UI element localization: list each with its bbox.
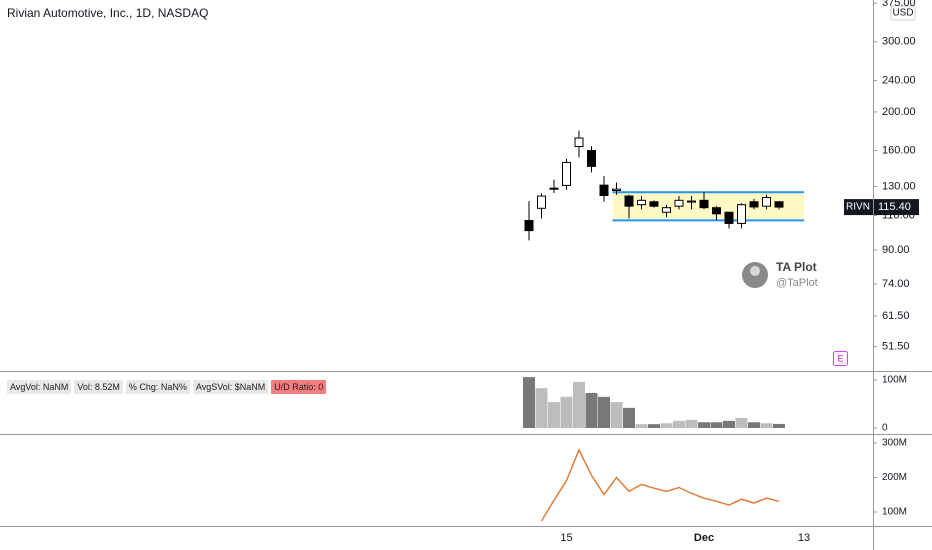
volume-bar [685, 419, 698, 429]
info-label: U/D Ratio: 0 [271, 380, 327, 394]
y-tick-label: 90.00 [882, 244, 910, 256]
y-tick-label: 51.50 [882, 341, 910, 353]
volume-bar [560, 396, 573, 429]
y-tick-label: 61.50 [882, 310, 910, 322]
x-tick-label: 13 [798, 532, 810, 544]
volume-bar [535, 388, 548, 429]
event-icon-label[interactable]: E [837, 353, 843, 363]
volume-bar [523, 377, 535, 429]
y-tick-label: 100M [882, 507, 907, 518]
volume-bar [760, 423, 773, 429]
watermark-name: TA Plot [776, 260, 817, 274]
volume-bar [698, 422, 710, 429]
y-tick-label: 240.00 [882, 74, 916, 86]
y-tick-label: 160.00 [882, 144, 916, 156]
x-tick-label: 15 [560, 532, 572, 544]
volume-bar [585, 392, 598, 429]
volume-bar [748, 422, 760, 429]
candle-body [612, 188, 621, 192]
last-price-symbol: RIVN [846, 202, 870, 213]
currency: USD [892, 8, 913, 19]
candle-body [587, 150, 596, 167]
candle-body [574, 137, 584, 147]
last-price-label: 115.40 [878, 201, 911, 213]
candle-body [562, 161, 571, 186]
volume-bar [723, 420, 735, 429]
candle-body [662, 207, 671, 213]
watermark-handle: @TaPlot [776, 277, 818, 289]
y-tick-label: 200M [882, 472, 907, 483]
candle-body [737, 204, 746, 224]
volume-bar [548, 402, 560, 429]
y-tick-label: 300M [882, 438, 907, 449]
line [540, 448, 780, 522]
candle-body [549, 187, 559, 190]
y-tick-label: 300.00 [882, 36, 916, 48]
y-tick-label: 74.00 [882, 278, 910, 290]
candle-body [749, 201, 759, 208]
x-tick-label: Dec [694, 532, 714, 544]
candle-body [712, 207, 721, 215]
candle-body [687, 200, 696, 203]
volume-bar [735, 417, 748, 429]
volume-bar [610, 402, 623, 429]
volume-bar [623, 407, 635, 429]
volume-bar [635, 424, 648, 429]
candle-body [599, 184, 609, 196]
info-label: AvgSVol: $NaNM [192, 380, 269, 394]
candle-body [537, 195, 546, 209]
candle-body [637, 199, 646, 206]
volume-bar [573, 381, 585, 429]
candle-body [649, 201, 659, 207]
candle-body [762, 196, 771, 207]
candle-body [699, 199, 709, 209]
y-tick-label: 130.00 [882, 180, 916, 192]
avatar [750, 266, 760, 276]
info-labels: AvgVol: NaNM Vol: 8.52M% Chg: NaN% AvgSVol… [7, 380, 327, 394]
volume-bar [660, 423, 673, 429]
last-price-box [874, 199, 919, 216]
event-icon[interactable] [833, 351, 848, 366]
candle-body [774, 201, 784, 208]
y-tick-label: 0 [882, 423, 888, 434]
last-price-symbol-box [844, 199, 873, 216]
volume-bar [710, 422, 723, 429]
candle-body [724, 211, 734, 224]
y-tick-label: 200.00 [882, 106, 916, 118]
currency-box [890, 5, 916, 21]
info-label: % Chg: NaN% [125, 380, 190, 394]
volume-bar [648, 424, 660, 429]
candle-body [674, 199, 684, 207]
info-label: Vol: 8.52M [74, 380, 123, 394]
candle-body [624, 195, 634, 207]
chart-title: Rivian Automotive, Inc., 1D, NASDAQ [7, 6, 208, 20]
volume-bar [598, 396, 610, 429]
info-label: AvgVol: NaNM [7, 380, 72, 394]
y-tick-label: 375.00 [882, 0, 916, 9]
y-tick-label: 100M [882, 375, 907, 386]
candle-body [524, 220, 534, 232]
volume-bar [673, 420, 685, 429]
volume-bar [773, 423, 785, 429]
